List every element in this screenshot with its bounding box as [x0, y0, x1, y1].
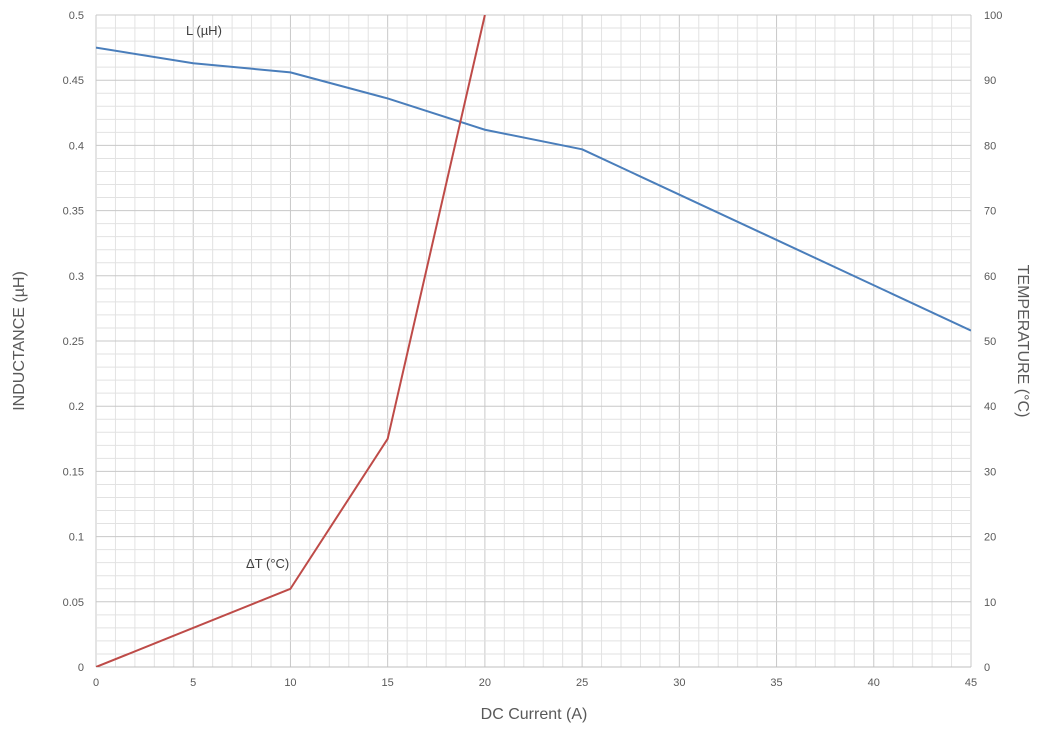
axes: 0 5 10 15 20 25 30 35 40 45 0 0.05 0.1 0.15 0.2 0.25 0.3… [63, 10, 1003, 689]
x-tick-label: 40 [868, 677, 880, 689]
left-y-tick-label: 0.25 [63, 336, 84, 348]
right-y-tick-label: 80 [984, 140, 996, 152]
right-y-tick-label: 90 [984, 75, 996, 87]
right-y-tick-label: 100 [984, 10, 1002, 22]
x-tick-label: 20 [479, 677, 491, 689]
left-y-tick-label: 0.05 [63, 597, 84, 609]
x-tick-label: 25 [576, 677, 588, 689]
x-tick-label: 5 [190, 677, 196, 689]
series [96, 15, 971, 667]
x-axis-title: DC Current (A) [481, 706, 588, 723]
right-y-tick-label: 10 [984, 597, 996, 609]
left-y-tick-label: 0.3 [69, 271, 84, 283]
series-label-inductance: L (µH) [186, 23, 222, 38]
right-y-tick-label: 20 [984, 532, 996, 544]
left-y-axis-title: INDUCTANCE (µH) [11, 271, 28, 411]
right-y-tick-label: 0 [984, 662, 990, 674]
right-y-tick-label: 50 [984, 336, 996, 348]
left-y-tick-label: 0.2 [69, 401, 84, 413]
x-tick-label: 10 [284, 677, 296, 689]
labels: DC Current (A) INDUCTANCE (µH) TEMPERATU… [11, 23, 1031, 723]
grid [95, 14, 972, 668]
inductance-line [96, 46, 971, 332]
x-tick-label: 45 [965, 677, 977, 689]
left-y-tick-label: 0.35 [63, 206, 84, 218]
temperature-line [96, 15, 486, 667]
x-tick-label: 35 [770, 677, 782, 689]
right-y-tick-label: 30 [984, 466, 996, 478]
right-y-tick-label: 70 [984, 206, 996, 218]
left-y-tick-label: 0.45 [63, 75, 84, 87]
left-y-tick-label: 0.1 [69, 532, 84, 544]
x-tick-label: 30 [673, 677, 685, 689]
right-y-axis-title: TEMPERATURE (°C) [1014, 265, 1031, 418]
x-tick-label: 0 [93, 677, 99, 689]
series-label-temperature: ΔT (°C) [246, 556, 289, 571]
right-y-tick-label: 40 [984, 401, 996, 413]
left-y-tick-label: 0.15 [63, 466, 84, 478]
x-tick-label: 15 [382, 677, 394, 689]
right-y-tick-label: 60 [984, 271, 996, 283]
left-y-tick-label: 0.5 [69, 10, 84, 22]
left-y-tick-label: 0.4 [69, 140, 84, 152]
left-y-tick-label: 0 [78, 662, 84, 674]
